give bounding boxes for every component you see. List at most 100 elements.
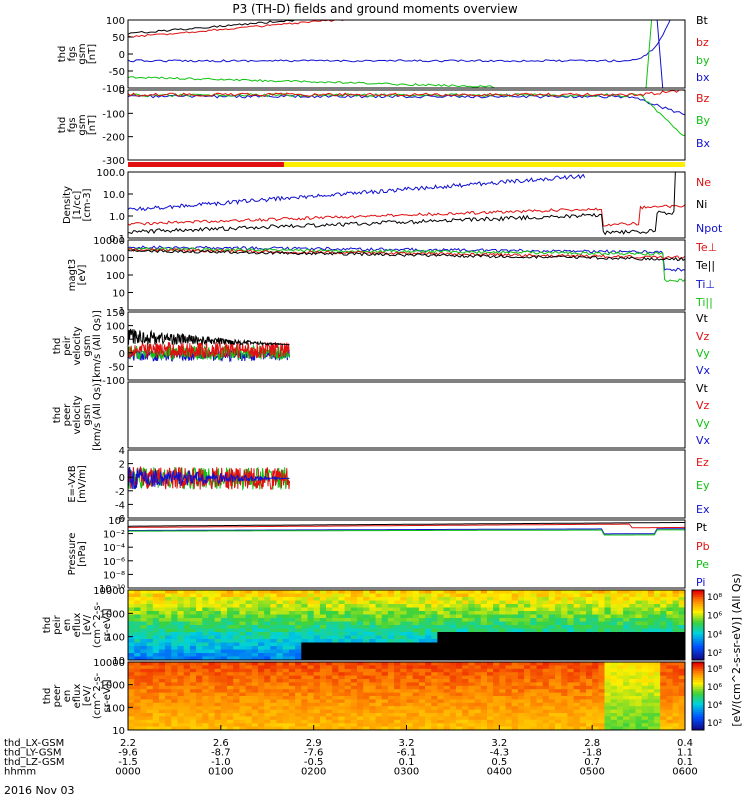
- colorbar-cell-8-29: [692, 657, 704, 661]
- series-tipar: [128, 247, 685, 283]
- ytick-label-8-3: 10: [112, 656, 125, 667]
- legend-6-2: Ex: [696, 503, 710, 516]
- colorbar-cell-9-9: [692, 682, 704, 686]
- ytick-label-7-2: 10⁻⁴: [103, 543, 125, 554]
- ylabel-line-5-3: gsm: [82, 404, 93, 425]
- ylabel-line-2-1: [1/cc]: [72, 191, 83, 220]
- colorbar-tick-9-3: 10²: [707, 719, 722, 729]
- series-bx-spike: [656, 20, 664, 88]
- ytick-label-7-3: 10⁻⁶: [103, 557, 125, 568]
- date-label: 2016 Nov 03: [4, 784, 75, 797]
- ytick-label-4-0: 150: [106, 308, 125, 319]
- ylabel-line-8-6: sr-eV)]: [102, 608, 113, 641]
- panel-frame-7: [127, 519, 686, 589]
- colorbar-cell-9-23: [692, 714, 704, 717]
- colorbar-cell-9-21: [692, 709, 704, 713]
- legend-5-0: Vt: [696, 382, 709, 395]
- ytick-label-6-5: -6: [115, 514, 125, 525]
- ytick-label-0-4: -100: [102, 84, 125, 95]
- colorbar-cell-8-21: [692, 639, 704, 642]
- colorbar-cell-9-2: [692, 666, 704, 670]
- legend-1-2: Bx: [696, 137, 711, 150]
- xtick-label-2-0: -1.5: [118, 757, 138, 768]
- ytick-label-3-4: 1: [119, 306, 125, 317]
- colorbar-cell-8-5: [692, 601, 704, 605]
- ylabel-1: thd fgs gsm [nT]: [57, 114, 98, 135]
- xtick-label-1-0: -9.6: [118, 748, 138, 759]
- series-Bz: [128, 90, 685, 97]
- colorbar-cell-8-20: [692, 636, 704, 640]
- ylabel-line-4-3: gsm: [82, 335, 93, 356]
- ylabel-line-1-3: [nT]: [87, 115, 98, 135]
- series-by: [128, 76, 496, 88]
- ytick-label-3-3: 10: [112, 289, 125, 300]
- panel-frame-4: [127, 311, 686, 381]
- xaxis-row-label-3: hhmm: [4, 767, 36, 778]
- ylabel-2: Density [1/cc] [cm-3]: [62, 186, 93, 224]
- ytick-label-6-2: 0: [119, 473, 125, 484]
- colorbar-tick-9-1: 10⁶: [707, 683, 722, 693]
- ylabel-line-9-3: eflux: [72, 684, 83, 709]
- ylabel-line-2-0: Density: [62, 186, 73, 224]
- ylabel-line-0-3: [nT]: [87, 44, 98, 64]
- ylabel-line-0-1: fgs: [67, 46, 78, 61]
- colorbar-cell-9-24: [692, 716, 704, 720]
- colorbar-cell-9-27: [692, 723, 704, 726]
- ytick-label-6-4: -4: [115, 500, 125, 511]
- colorbar-cell-8-8: [692, 608, 704, 612]
- series-ex: [128, 467, 290, 490]
- ylabel-line-6-1: [mV/m]: [77, 465, 88, 503]
- xtick-label-3-2: 0200: [301, 767, 326, 778]
- ylabel-line-0-2: gsm: [77, 43, 88, 64]
- colorbar-cell-8-17: [692, 629, 704, 633]
- ytick-label-3-1: 1000: [100, 254, 125, 265]
- colorbar-cell-8-24: [692, 646, 704, 649]
- xtick-label-1-4: -4.3: [490, 748, 510, 759]
- ylabel-line-4-2: velocity: [72, 326, 83, 365]
- ylabel-4: thd peir velocity gsm [km/s (All Qs)]: [52, 310, 103, 382]
- ylabel-line-8-4: [eV/: [82, 614, 93, 635]
- legend-4-3: Vx: [696, 364, 711, 377]
- xtick-label-3-4: 0400: [487, 767, 512, 778]
- colorbar-label: [eV/(cm^2-s-sr-eV)] (All Qs): [730, 573, 743, 726]
- ylabel-line-8-2: en: [62, 619, 73, 632]
- ylabel-line-8-0: thd: [42, 617, 53, 634]
- ytick-label-8-2: 100: [106, 633, 125, 644]
- xaxis-row-label-2: thd_LZ-GSM: [4, 757, 65, 768]
- ylabel-line-5-1: peer: [62, 403, 73, 427]
- ylabel-line-5-4: [km/s (All Qs)]: [92, 379, 103, 451]
- xtick-label-0-6: 0.4: [677, 738, 693, 749]
- ylabel-line-9-1: peer: [52, 684, 63, 708]
- ylabel-9: thd peer en eflux [eV/(cm^2-s-sr-eV)]: [42, 672, 113, 719]
- ylabel-line-4-1: peir: [62, 335, 73, 355]
- series-ni: [128, 172, 676, 236]
- status-bar-yellow: [283, 162, 685, 167]
- series-by-spike: [645, 20, 653, 88]
- ylabel-line-7-1: [nPa]: [77, 541, 88, 567]
- xtick-label-1-2: -7.6: [304, 748, 324, 759]
- panel-frame-5: [127, 381, 686, 449]
- xtick-label-0-1: 2.6: [213, 738, 229, 749]
- ylabel-line-4-0: thd: [52, 338, 63, 355]
- colorbar-cell-8-6: [692, 604, 704, 607]
- xtick-label-0-2: 2.9: [306, 738, 322, 749]
- colorbar-cell-8-16: [692, 627, 704, 631]
- colorbar-cell-9-11: [692, 686, 704, 690]
- ytick-label-9-1: 1000: [100, 681, 125, 692]
- legend-3-2: Ti⊥: [695, 278, 715, 291]
- panel-frame-8: [127, 589, 686, 661]
- ylabel-line-3-1: [eV]: [77, 265, 88, 286]
- legend-5-1: Vz: [696, 399, 710, 412]
- xtick-label-2-4: 0.5: [491, 757, 507, 768]
- ylabel-line-8-3: eflux: [72, 613, 83, 638]
- ytick-label-0-1: 50: [112, 33, 125, 44]
- ytick-label-4-5: -100: [102, 376, 125, 387]
- ylabel-line-5-0: thd: [52, 407, 63, 424]
- ylabel-line-2-2: [cm-3]: [82, 188, 93, 221]
- ytick-label-4-3: 0: [119, 349, 125, 360]
- ytick-label-4-4: -50: [109, 362, 125, 373]
- colorbar-cell-9-20: [692, 707, 704, 711]
- ytick-label-8-0: 10000: [93, 586, 125, 597]
- colorbar-cell-8-19: [692, 634, 704, 638]
